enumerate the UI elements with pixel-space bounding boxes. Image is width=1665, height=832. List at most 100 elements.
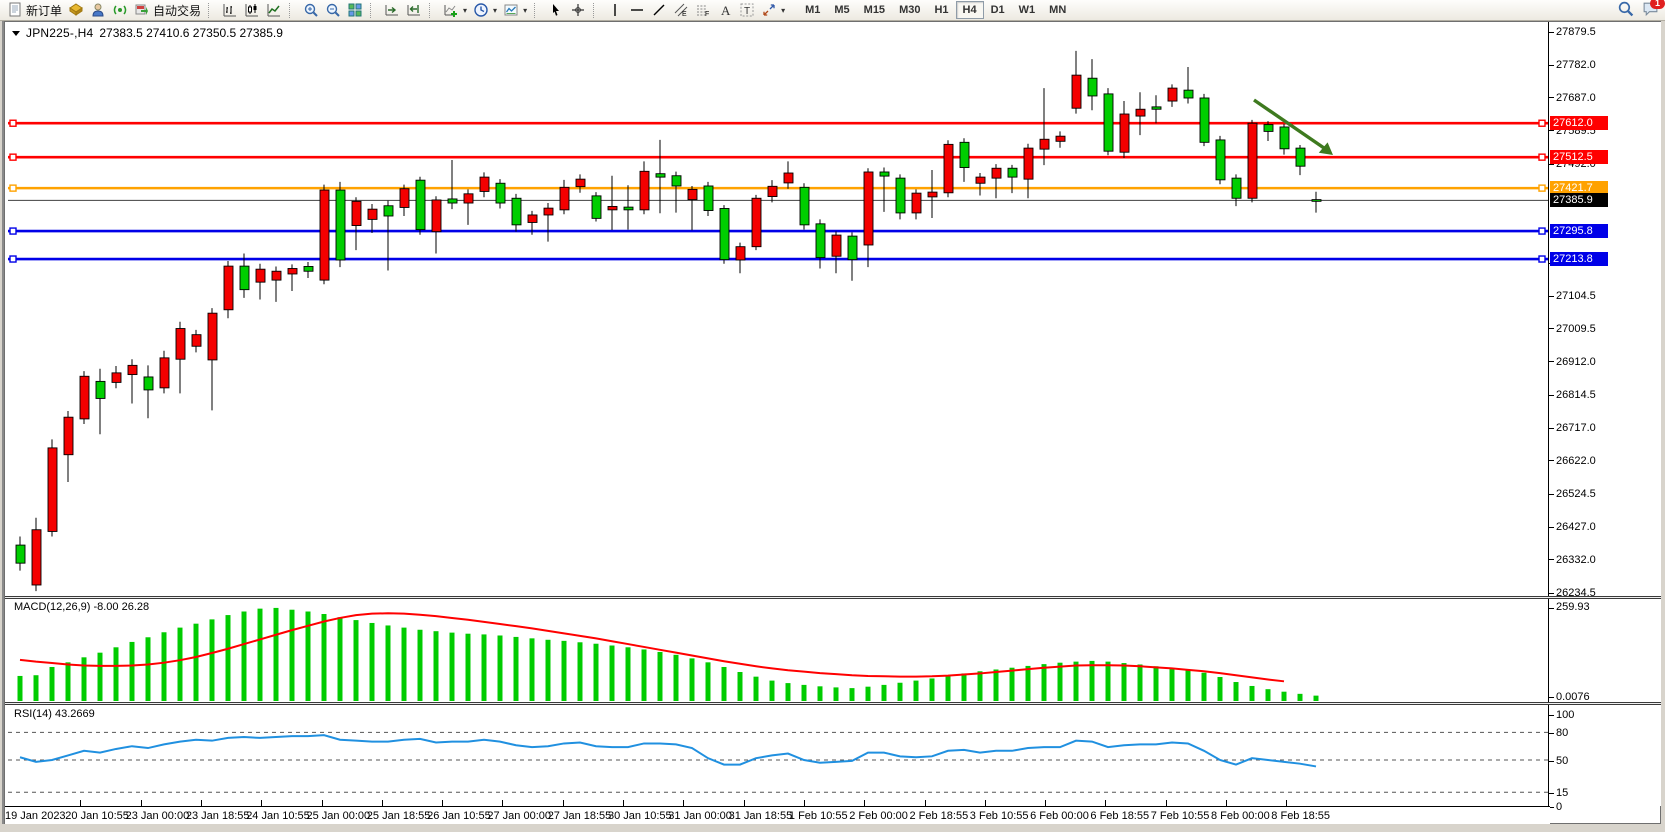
candle <box>399 184 410 216</box>
chevron-down-icon[interactable]: ▾ <box>781 5 786 15</box>
crosshair-button[interactable] <box>567 1 589 20</box>
level-badge-27612.0[interactable]: 27612.0 <box>1550 116 1608 131</box>
candle <box>239 253 250 298</box>
level-handle[interactable] <box>9 255 17 263</box>
line-chart-button[interactable] <box>263 1 285 20</box>
chevron-down-icon[interactable]: ▾ <box>523 5 528 15</box>
macd-panel-canvas[interactable] <box>8 600 1548 702</box>
new-order-button[interactable]: 新订单 <box>4 1 65 20</box>
candle <box>287 264 298 292</box>
candle <box>639 161 650 215</box>
timeframe-h1[interactable]: H1 <box>934 4 949 16</box>
macd-histogram-bar <box>209 619 215 701</box>
candle <box>463 189 474 225</box>
candle <box>95 368 106 435</box>
tile-windows-button[interactable] <box>344 1 366 20</box>
timeframe-w1[interactable]: W1 <box>1018 4 1036 16</box>
price-axis[interactable]: 259.93 0.0076 27879.5 27782.0 27687.0 27589… <box>1549 22 1661 813</box>
timeframe-mn[interactable]: MN <box>1049 4 1067 16</box>
candle <box>255 263 266 300</box>
candle <box>671 171 682 213</box>
chat-button[interactable]: 1 <box>1642 0 1665 22</box>
level-badge-27512.5[interactable]: 27512.5 <box>1550 150 1608 165</box>
text-label-button[interactable]: T <box>736 1 758 20</box>
main-chart-canvas[interactable] <box>8 22 1548 596</box>
market-watch-button[interactable] <box>65 1 87 20</box>
level-badge-27295.8[interactable]: 27295.8 <box>1550 224 1608 239</box>
account-button[interactable] <box>87 1 109 20</box>
auto-scroll-button[interactable] <box>381 1 403 20</box>
panel-separator[interactable] <box>5 596 1661 599</box>
periods-clock-icon <box>473 2 489 18</box>
time-label: 20 Jan 10:55 <box>65 810 129 822</box>
macd-histogram-bar <box>721 666 727 701</box>
template-icon <box>503 2 519 18</box>
level-handle[interactable] <box>9 153 17 161</box>
toolbar-separator <box>593 2 600 18</box>
level-badge-27213.8[interactable]: 27213.8 <box>1550 252 1608 267</box>
symbol-ohlc-line: JPN225-,H4 27383.5 27410.6 27350.5 27385… <box>12 26 283 40</box>
templates-button[interactable]: ▾ <box>500 1 530 20</box>
timeframe-m1[interactable]: M1 <box>805 4 821 16</box>
level-handle[interactable] <box>1538 255 1546 263</box>
zoom-out-button[interactable] <box>322 1 344 20</box>
bar-chart-button[interactable] <box>219 1 241 20</box>
macd-histogram-bar <box>273 607 279 701</box>
candle <box>1183 66 1194 104</box>
level-handle[interactable] <box>1538 184 1546 192</box>
arrows-button[interactable]: ▾ <box>758 1 788 20</box>
equidistant-channel-button[interactable]: E <box>670 1 692 20</box>
auto-trading-button[interactable]: 自动交易 <box>131 1 204 20</box>
panel-separator[interactable] <box>5 702 1661 705</box>
price-tick <box>1549 526 1554 528</box>
text-button[interactable]: A <box>714 1 736 20</box>
chevron-down-icon[interactable]: ▾ <box>463 5 468 15</box>
level-badge-27421.7[interactable]: 27421.7 <box>1550 181 1608 196</box>
macd-histogram-bar <box>753 676 759 701</box>
candle <box>1231 174 1242 207</box>
candlestick-chart-button[interactable] <box>241 1 263 20</box>
timeframe-d1[interactable]: D1 <box>990 4 1005 16</box>
signals-button[interactable] <box>109 1 131 20</box>
trendline-button[interactable] <box>648 1 670 20</box>
chevron-down-icon[interactable]: ▾ <box>493 5 498 15</box>
chart-shift-button[interactable] <box>403 1 425 20</box>
candle <box>415 176 426 235</box>
vertical-line-button[interactable] <box>604 1 626 20</box>
time-tick <box>743 800 745 806</box>
indicators-button[interactable]: ▾ <box>440 1 470 20</box>
level-handle[interactable] <box>9 119 17 127</box>
toolbar-separator <box>370 2 377 18</box>
time-tick <box>200 800 202 806</box>
fibonacci-button[interactable]: F <box>692 1 714 20</box>
time-axis[interactable]: 19 Jan 2023 20 Jan 10:55 23 Jan 00:00 23 Ja… <box>5 800 1550 824</box>
timeframe-m5[interactable]: M5 <box>834 4 850 16</box>
level-handle[interactable] <box>1538 153 1546 161</box>
candle <box>575 174 586 193</box>
zoom-in-button[interactable] <box>300 1 322 20</box>
macd-histogram-bar <box>961 673 967 701</box>
timeframe-h4[interactable]: H4 <box>955 1 984 19</box>
macd-histogram-bar <box>401 627 407 701</box>
level-handle[interactable] <box>1538 119 1546 127</box>
search-icon[interactable] <box>1617 0 1634 22</box>
window-bottom-edge <box>0 825 1665 832</box>
level-handle[interactable] <box>9 227 17 235</box>
macd-histogram-bar <box>657 651 663 701</box>
doc-icon <box>7 2 23 18</box>
periods-button[interactable]: ▾ <box>470 1 500 20</box>
cursor-button[interactable] <box>545 1 567 20</box>
price-tick <box>1549 130 1554 132</box>
candle <box>831 231 842 274</box>
vertical-line-icon <box>607 2 623 18</box>
level-handle[interactable] <box>1538 227 1546 235</box>
indicators-icon <box>443 2 459 18</box>
horizontal-line-button[interactable] <box>626 1 648 20</box>
chevron-down-icon[interactable] <box>12 30 20 36</box>
level-handle[interactable] <box>9 184 17 192</box>
trend-arrow-annotation[interactable] <box>1253 98 1333 155</box>
timeframe-m30[interactable]: M30 <box>899 4 921 16</box>
time-label: 23 Jan 00:00 <box>125 810 190 822</box>
timeframe-m15[interactable]: M15 <box>863 4 886 16</box>
rsi-panel-canvas[interactable] <box>8 705 1548 806</box>
